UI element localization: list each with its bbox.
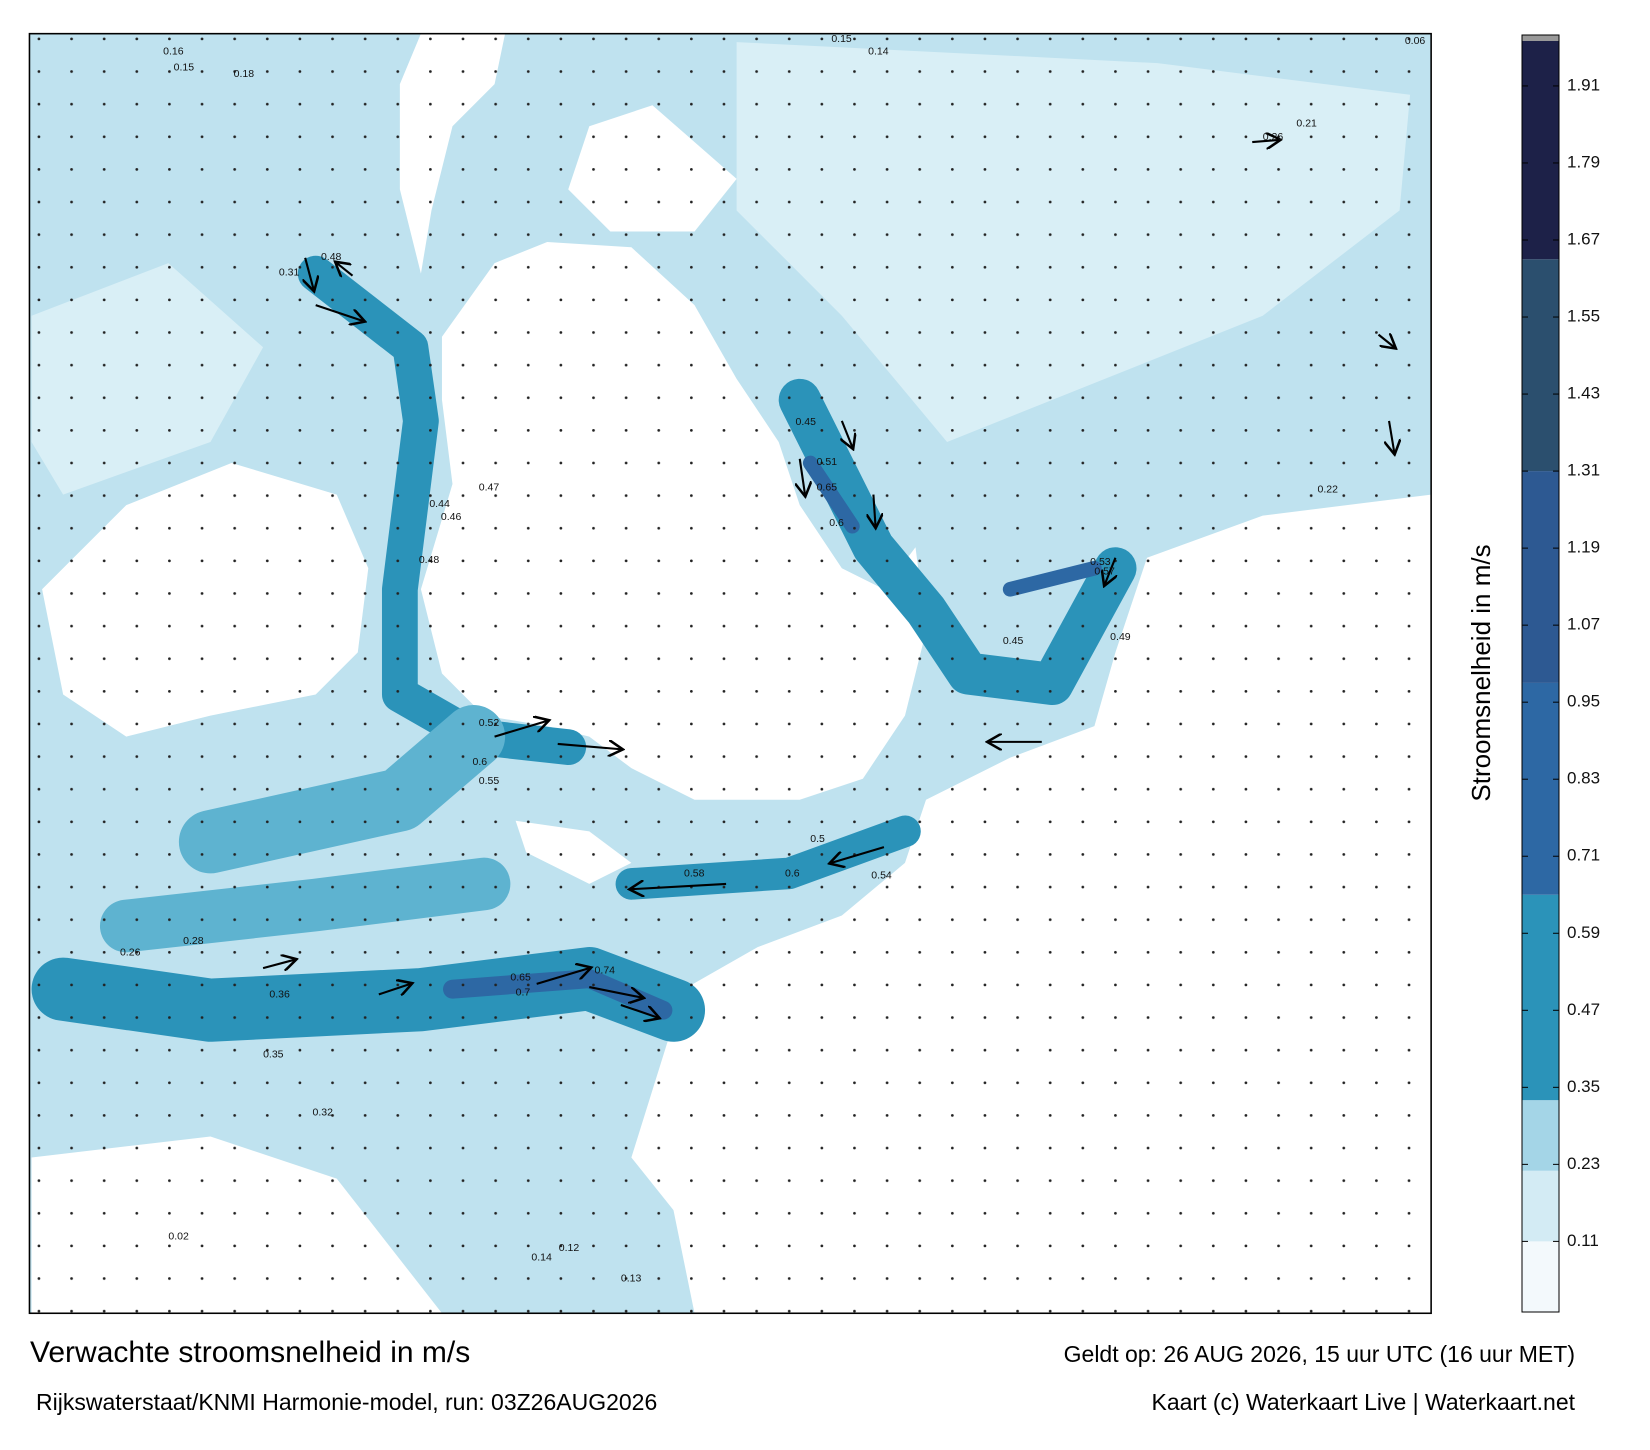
- speed-label: 0.22: [1317, 483, 1338, 495]
- speed-label: 0.5: [810, 833, 825, 845]
- map-frame: [28, 32, 1432, 1315]
- speed-label: 0.53: [1090, 556, 1111, 568]
- grid-dots: [29, 33, 1432, 1314]
- speed-label: 0.26: [1263, 131, 1284, 143]
- speed-label: 0.6: [472, 756, 487, 768]
- speed-label: 0.44: [429, 498, 450, 510]
- speed-label: 0.46: [441, 511, 462, 523]
- colorbar-tick-label: 1.07: [1567, 615, 1600, 634]
- colorbar-label: Stroomsnelheid in m/s: [1466, 544, 1496, 801]
- speed-label: 0.74: [595, 964, 616, 976]
- speed-label: 0.14: [531, 1252, 552, 1264]
- speed-label: 0.6: [785, 868, 800, 880]
- subtitle: Rijkswaterstaat/KNMI Harmonie-model, run…: [36, 1389, 657, 1415]
- speed-label: 0.49: [1110, 631, 1131, 643]
- speed-label: 0.48: [321, 251, 342, 263]
- colorbar-tick-label: 0.35: [1567, 1077, 1600, 1096]
- speed-label: 0.65: [817, 481, 838, 493]
- credit: Kaart (c) Waterkaart Live | Waterkaart.n…: [1151, 1389, 1575, 1415]
- colorbar-band: [1522, 894, 1559, 1101]
- colorbar: 0.11 0.23 0.35 0.47 0.59 0.71 0.83 0.95 1.07 1.19…: [1522, 41, 1600, 1312]
- colorbar-band: [1522, 682, 1559, 895]
- colorbar-band: [1522, 41, 1559, 260]
- speed-label: 0.45: [796, 416, 817, 428]
- colorbar-band: [1522, 1241, 1559, 1312]
- colorbar-tick-label: 0.23: [1567, 1154, 1600, 1173]
- speed-label: 0.21: [1296, 117, 1317, 129]
- speed-label: 0.13: [621, 1273, 642, 1285]
- speed-label: 0.57: [1094, 566, 1115, 578]
- colorbar-tick-label: 0.59: [1567, 923, 1600, 942]
- speed-label: 0.6: [829, 517, 844, 529]
- speed-label: 0.58: [684, 868, 705, 880]
- speed-label: 0.48: [419, 554, 440, 566]
- colorbar-tick-label: 1.55: [1567, 307, 1600, 326]
- speed-label: 0.28: [183, 935, 204, 947]
- speed-label: 0.31: [279, 267, 300, 279]
- speed-label: 0.12: [559, 1242, 580, 1254]
- colorbar-tick-label: 1.19: [1567, 538, 1600, 557]
- speed-label: 0.26: [120, 946, 141, 958]
- speed-label: 0.52: [479, 717, 500, 729]
- colorbar-band: [1522, 471, 1559, 683]
- colorbar-tick-label: 0.71: [1567, 846, 1600, 865]
- speed-label: 0.35: [263, 1049, 284, 1061]
- speed-label: 0.45: [1003, 635, 1024, 647]
- current-arrows: [262, 140, 1394, 1018]
- map: 0.65 0.6 0.45 0.51 0.55 0.52 0.6 0.74 0.7 0.65 0.5…: [28, 32, 1432, 1315]
- speed-label: 0.47: [479, 481, 500, 493]
- title: Verwachte stroomsnelheid in m/s: [30, 1336, 470, 1369]
- speed-label: 0.18: [234, 68, 255, 80]
- colorbar-band: [1522, 259, 1559, 472]
- speed-label: 0.14: [868, 46, 889, 58]
- speed-label: 0.02: [168, 1231, 189, 1243]
- speed-label: 0.51: [817, 456, 838, 468]
- speed-label: 0.16: [163, 46, 184, 58]
- speed-label: 0.55: [479, 775, 500, 787]
- colorbar-tick-label: 1.43: [1567, 384, 1600, 403]
- colorbar-tick-label: 1.79: [1567, 152, 1600, 171]
- colorbar-cap: [1522, 35, 1559, 41]
- colorbar-tick-label: 0.47: [1567, 1000, 1600, 1019]
- speed-label: 0.36: [269, 989, 290, 1001]
- valid-time: Geldt op: 26 AUG 2026, 15 uur UTC (16 uu…: [1064, 1341, 1575, 1367]
- colorbar-tick-label: 0.95: [1567, 692, 1600, 711]
- speed-label: 0.32: [313, 1106, 334, 1118]
- colorbar-tick-label: 1.67: [1567, 229, 1600, 248]
- colorbar-frame: [1521, 34, 1560, 1313]
- speed-label: 0.06: [1405, 35, 1426, 47]
- colorbar-band: [1522, 1170, 1559, 1242]
- colorbar-tick-label: 1.91: [1567, 75, 1600, 94]
- speed-label: 0.15: [831, 33, 852, 45]
- speed-label: 0.54: [871, 870, 892, 882]
- speed-label: 0.7: [516, 986, 531, 998]
- colorbar-tick-label: 0.83: [1567, 769, 1600, 788]
- speed-label: 0.15: [174, 62, 195, 74]
- colorbar-band: [1522, 1100, 1559, 1171]
- colorbar-tick-label: 1.31: [1567, 461, 1600, 480]
- speed-label: 0.65: [510, 972, 531, 984]
- colorbar-tick-label: 0.11: [1567, 1231, 1599, 1250]
